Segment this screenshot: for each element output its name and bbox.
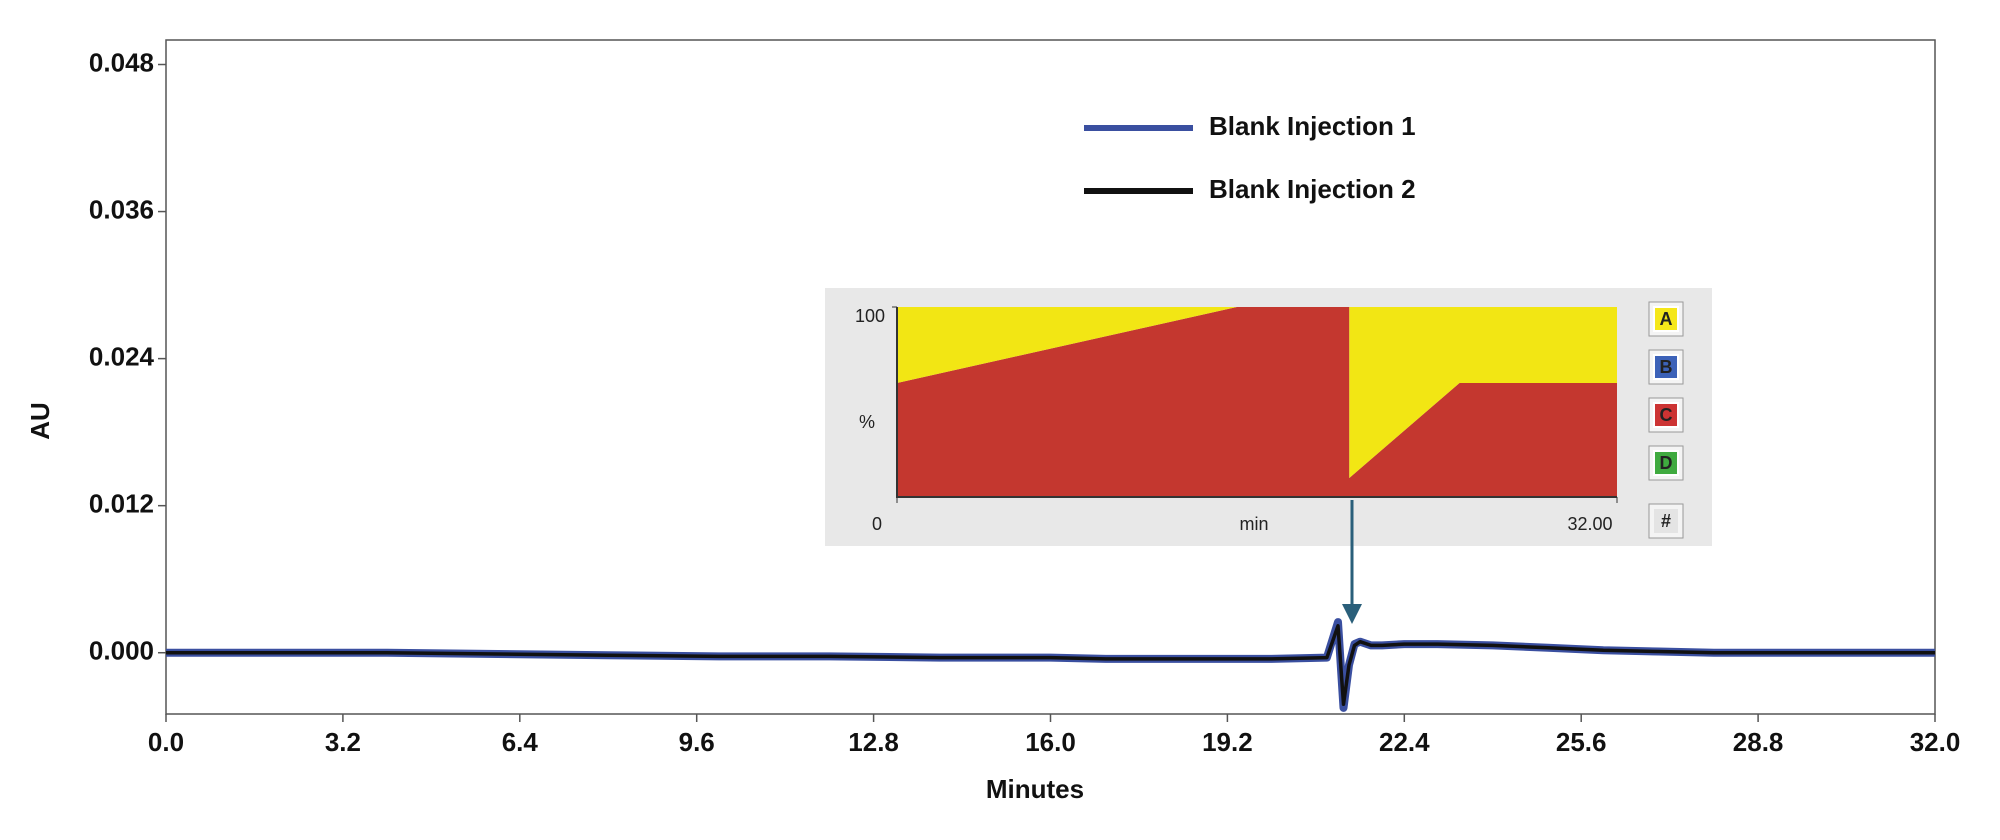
area bbox=[897, 307, 1617, 497]
y-tick-label: 0.012 bbox=[89, 489, 154, 519]
channel-swatch bbox=[1653, 402, 1679, 428]
inset-x-tick-label: 0 bbox=[872, 514, 882, 534]
inset-y-label: % bbox=[859, 412, 875, 432]
y-tick-label: 0.036 bbox=[89, 194, 154, 224]
x-tick-label: 19.2 bbox=[1202, 727, 1253, 757]
x-tick-label: 0.0 bbox=[148, 727, 184, 757]
channel-swatch bbox=[1654, 509, 1678, 533]
x-tick-label: 28.8 bbox=[1733, 727, 1784, 757]
x-tick-label: 6.4 bbox=[502, 727, 539, 757]
legend-label: Blank Injection 2 bbox=[1209, 174, 1416, 204]
inset-x-label: min bbox=[1239, 514, 1268, 534]
x-tick-label: 32.0 bbox=[1910, 727, 1961, 757]
y-tick-label: 0.048 bbox=[89, 47, 154, 77]
legend-label: Blank Injection 1 bbox=[1209, 111, 1416, 141]
channel-button-label: # bbox=[1661, 511, 1671, 531]
channel-swatch bbox=[1653, 354, 1679, 380]
y-tick-label: 0.024 bbox=[89, 341, 155, 371]
inset-x-tick-label: 32.00 bbox=[1567, 514, 1612, 534]
arrow-head bbox=[1342, 604, 1362, 624]
x-tick-label: 25.6 bbox=[1556, 727, 1607, 757]
x-tick-label: 22.4 bbox=[1379, 727, 1430, 757]
series-line bbox=[166, 624, 1935, 706]
x-tick-label: 12.8 bbox=[848, 727, 899, 757]
gradient-inset: % min 100 0 32.00 A B C D # bbox=[825, 288, 1712, 546]
x-tick-label: 16.0 bbox=[1025, 727, 1076, 757]
area bbox=[897, 307, 1617, 478]
x-tick-label: 3.2 bbox=[325, 727, 361, 757]
channel-swatch bbox=[1653, 450, 1679, 476]
inset-y-tick-label: 100 bbox=[855, 306, 885, 326]
y-axis-label: AU bbox=[25, 402, 55, 440]
x-axis-label: Minutes bbox=[986, 774, 1084, 804]
main-chart: Minutes AU 0.000 0.012 0.024 0.036 0.048 0.0 3… bbox=[25, 39, 1961, 804]
channel-button-label: D bbox=[1660, 453, 1673, 473]
y-tick-label: 0.000 bbox=[89, 636, 154, 666]
channel-swatch bbox=[1653, 306, 1679, 332]
channel-button-label: B bbox=[1660, 357, 1673, 377]
x-tick-label: 9.6 bbox=[679, 727, 715, 757]
channel-button-label: A bbox=[1660, 309, 1673, 329]
channel-button-label: C bbox=[1660, 405, 1673, 425]
